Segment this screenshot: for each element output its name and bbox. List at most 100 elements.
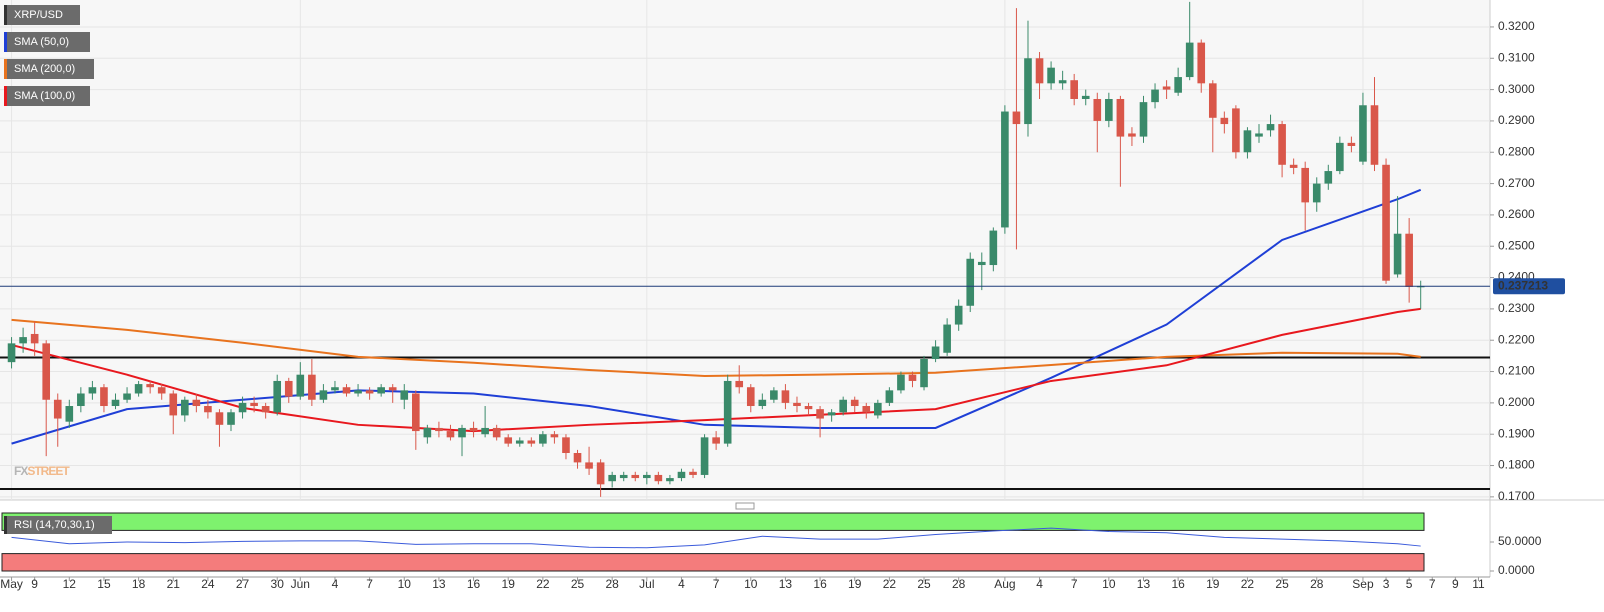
candle-body — [1220, 117, 1229, 125]
candle-body — [423, 427, 432, 438]
candle-body — [1116, 98, 1125, 137]
candle-body — [1359, 105, 1367, 162]
candle-body — [1370, 105, 1379, 165]
candle-body — [643, 474, 651, 479]
legend-swatch — [4, 516, 7, 534]
sma-line — [11, 307, 1421, 433]
candle-body — [53, 399, 62, 419]
x-tick-label: 19 — [848, 577, 862, 591]
x-tick-label: 28 — [952, 577, 966, 591]
x-tick-label: 25 — [1275, 577, 1289, 591]
candle-body — [261, 406, 270, 413]
candle-body — [157, 387, 166, 394]
candle-body — [273, 380, 282, 413]
watermark-part: FX — [14, 464, 28, 478]
x-tick-label: 16 — [813, 577, 827, 591]
candle-body — [954, 305, 963, 325]
candle-body — [146, 384, 154, 388]
y-tick-label: 0.2100 — [1498, 364, 1535, 378]
candle-body — [758, 399, 767, 407]
candle-body — [1151, 89, 1159, 103]
candle-body — [1001, 111, 1009, 228]
candle-body — [42, 343, 51, 400]
x-tick-label: 19 — [502, 577, 516, 591]
x-tick-label: 7 — [713, 577, 720, 591]
candle-body — [227, 412, 235, 425]
legend-swatch — [4, 32, 7, 52]
panel-handle[interactable] — [735, 502, 755, 510]
candle-body — [596, 462, 605, 485]
candle-body — [65, 406, 74, 422]
candle-body — [827, 412, 836, 416]
x-tick-label: 22 — [1241, 577, 1255, 591]
x-tick-label: 10 — [398, 577, 412, 591]
candle-body — [966, 258, 975, 306]
x-tick-label: 22 — [883, 577, 897, 591]
candle-body — [908, 374, 917, 381]
candle-body — [308, 374, 316, 400]
legend-swatch — [4, 5, 7, 25]
candle-body — [712, 437, 720, 444]
y-tick-label: 0.2800 — [1498, 144, 1535, 158]
candle-body — [192, 399, 201, 407]
x-tick-label: 7 — [1429, 577, 1436, 591]
candle-body — [1139, 102, 1148, 137]
x-tick-label: 7 — [366, 577, 373, 591]
x-tick-label: 15 — [97, 577, 111, 591]
x-tick-label: 10 — [1102, 577, 1116, 591]
y-tick-label: 0.3100 — [1498, 50, 1535, 64]
candle-body — [700, 437, 709, 475]
legend-text: XRP/USD — [14, 9, 63, 21]
x-tick-label: 19 — [1206, 577, 1220, 591]
x-tick-label: Jul — [639, 577, 654, 591]
sma-line — [11, 318, 1421, 377]
candle-body — [1105, 98, 1113, 121]
candle-body — [816, 409, 824, 419]
oversold-zone — [1, 553, 1425, 572]
candle-body — [931, 346, 940, 360]
candle-body — [735, 380, 744, 388]
candle-body — [1278, 124, 1286, 165]
candle-body — [100, 387, 108, 407]
candle-body — [504, 437, 513, 444]
legend-box — [4, 5, 80, 25]
y-tick-label: 0.1700 — [1498, 489, 1535, 503]
y-tick-label: 0.3000 — [1498, 82, 1535, 96]
x-tick-label: 3 — [1383, 577, 1390, 591]
candle-body — [238, 402, 247, 413]
candle-body — [781, 390, 790, 403]
candle-body — [435, 427, 443, 432]
x-tick-label: 25 — [917, 577, 931, 591]
x-tick-label: 4 — [678, 577, 685, 591]
x-tick-label: 24 — [201, 577, 215, 591]
candle-body — [1232, 108, 1240, 153]
candle-body — [515, 440, 524, 444]
candle-body — [770, 390, 778, 400]
candle-body — [1255, 133, 1263, 137]
x-tick-label: 10 — [744, 577, 758, 591]
candle-body — [1162, 86, 1171, 90]
candle-body — [1012, 111, 1021, 125]
y-tick-label: 0.2200 — [1498, 332, 1535, 346]
sma-line — [11, 188, 1422, 445]
y-tick-label: 50.0000 — [1498, 534, 1542, 548]
candle-body — [1128, 133, 1136, 137]
candle-body — [319, 390, 328, 400]
candle-body — [111, 399, 120, 407]
candle-body — [585, 462, 593, 469]
candle-body — [134, 384, 143, 394]
candle-body — [1070, 80, 1078, 99]
candle-body — [1035, 58, 1044, 84]
x-tick-label: 13 — [1137, 577, 1151, 591]
rsi-line — [11, 527, 1421, 549]
x-tick-label: 16 — [467, 577, 481, 591]
candle-body — [1405, 233, 1413, 287]
candle-body — [469, 427, 478, 432]
candle-body — [689, 471, 697, 475]
candle-body — [666, 478, 674, 482]
candle-body — [284, 380, 293, 397]
legend-box — [4, 86, 90, 106]
x-tick-label: 4 — [332, 577, 339, 591]
candle-body — [458, 427, 466, 438]
candle-body — [446, 431, 455, 438]
